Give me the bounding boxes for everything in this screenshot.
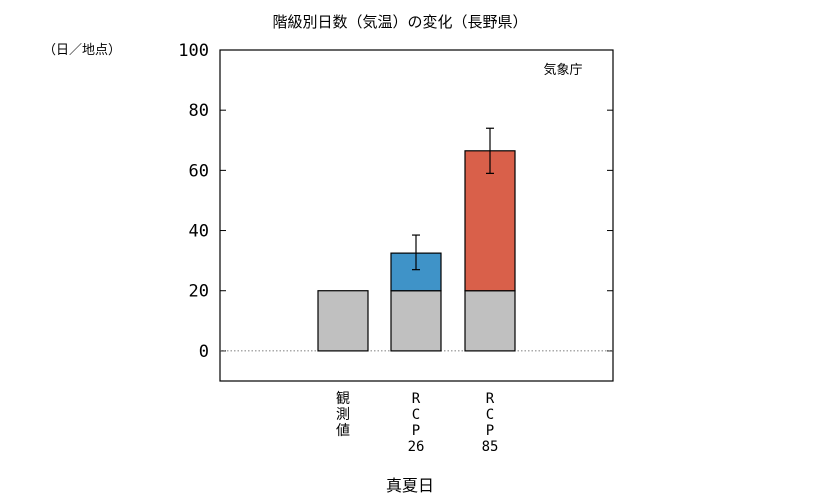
bars (317, 150, 516, 352)
plot-frame (219, 49, 614, 382)
bar-increase (464, 150, 516, 292)
x-tick-label: P (412, 423, 420, 439)
y-tick-label: 80 (189, 101, 209, 121)
y-axis-unit-label: （日／地点） (43, 43, 121, 58)
x-tick-label: 測 (336, 407, 350, 423)
x-tick-label: 26 (408, 439, 425, 455)
bar-base (390, 290, 442, 352)
y-tick-label: 40 (189, 222, 209, 242)
x-tick-label: C (412, 407, 420, 423)
error-bars (412, 127, 494, 271)
chart-title: 階級別日数（気温）の変化（長野県） (272, 13, 527, 31)
x-tick-label: R (412, 391, 421, 407)
x-tick-label: 値 (336, 423, 350, 439)
x-axis-label: 真夏日 (386, 476, 434, 495)
y-tick-label: 60 (189, 161, 209, 181)
y-tick-label: 0 (199, 342, 209, 362)
bar-base (464, 290, 516, 352)
x-tick-label: R (486, 391, 495, 407)
x-tick-label: 観 (336, 390, 350, 407)
y-axis: 0 20 40 60 80 100 (178, 41, 613, 362)
x-tick-label: P (486, 423, 494, 439)
bar-base (317, 290, 369, 352)
x-tick-label: 85 (482, 439, 499, 455)
y-tick-label: 100 (178, 41, 209, 61)
y-tick-label: 20 (189, 282, 209, 302)
x-tick-label: C (486, 407, 494, 423)
source-note: 気象庁 (543, 62, 582, 78)
